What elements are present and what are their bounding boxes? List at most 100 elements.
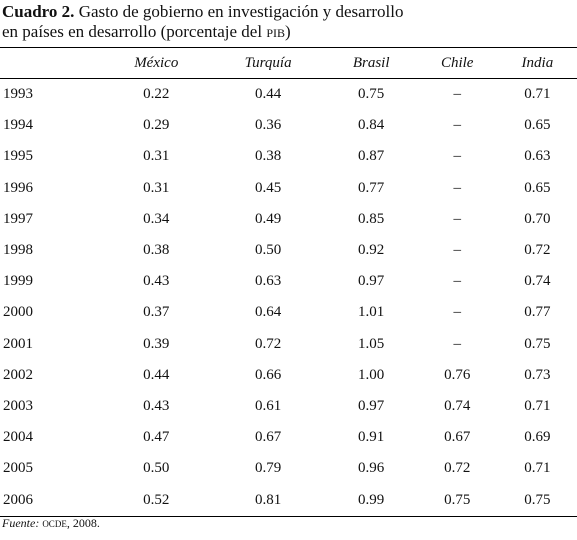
title-label: Cuadro 2.: [2, 2, 75, 21]
value-cell: 1.05: [358, 335, 385, 352]
source-label: Fuente:: [2, 516, 40, 530]
year-cell: 2001: [3, 335, 33, 352]
value-cell: 0.74: [444, 397, 471, 414]
value-cell: 0.97: [358, 397, 385, 414]
value-cell: –: [453, 117, 461, 134]
year-cell: 1995: [3, 148, 33, 165]
value-cell: 0.84: [358, 117, 385, 134]
value-cell: –: [453, 273, 461, 290]
header-row: México Turquía Brasil Chile India: [0, 47, 577, 79]
value-cell: 0.65: [524, 117, 551, 134]
value-cell: 1.00: [358, 366, 385, 383]
value-cell: 0.72: [444, 460, 471, 477]
year-cell: 1997: [3, 210, 33, 227]
year-cell: 1999: [3, 273, 33, 290]
value-cell: 0.75: [416, 484, 498, 517]
year-cell: 1993: [3, 86, 33, 103]
table-body: 1993 0.22 0.44 0.75 – 0.71 1994 0.29 0.36 0.84 – 0.…: [0, 79, 577, 517]
year-cell: 2003: [3, 397, 33, 414]
title-close: ): [285, 22, 291, 41]
value-cell: 0.63: [254, 273, 282, 290]
year-cell: 1994: [3, 117, 33, 134]
year-cell: 2000: [3, 304, 33, 321]
table-row: 2002 0.44 0.66 1.00 0.76 0.73: [0, 360, 577, 391]
year-cell: 2006: [0, 484, 102, 517]
value-cell: 0.38: [143, 242, 170, 259]
value-cell: 0.71: [524, 86, 551, 103]
value-cell: 0.79: [254, 460, 282, 477]
value-cell: 0.71: [524, 460, 551, 477]
value-cell: 0.64: [254, 304, 282, 321]
value-cell: –: [453, 242, 461, 259]
table-row: 1994 0.29 0.36 0.84 – 0.65: [0, 110, 577, 141]
year-cell: 2002: [3, 366, 33, 383]
table-row: 2006 0.52 0.81 0.99 0.75 0.75: [0, 484, 577, 517]
value-cell: 0.97: [358, 273, 385, 290]
value-cell: –: [453, 210, 461, 227]
value-cell: –: [453, 86, 461, 103]
value-cell: 0.99: [325, 484, 417, 517]
table-row: 1995 0.31 0.38 0.87 – 0.63: [0, 141, 577, 172]
value-cell: –: [453, 179, 461, 196]
header-cell: Brasil: [325, 47, 417, 79]
table-row: 2001 0.39 0.72 1.05 – 0.75: [0, 329, 577, 360]
source: Fuente: OCDE, 2008.: [2, 516, 100, 531]
value-cell: 0.87: [358, 148, 385, 165]
table-row: 1999 0.43 0.63 0.97 – 0.74: [0, 266, 577, 297]
title-text: en países en desarrollo (porcentaje del: [2, 22, 263, 41]
value-cell: 0.52: [102, 484, 211, 517]
value-cell: 0.66: [254, 366, 282, 383]
value-cell: 0.44: [254, 86, 282, 103]
value-cell: 0.67: [444, 429, 471, 446]
year-cell: 2004: [3, 429, 33, 446]
title: Cuadro 2. Gasto de gobierno en investiga…: [2, 2, 404, 43]
value-cell: 0.37: [143, 304, 170, 321]
header-cell: India: [497, 47, 577, 79]
year-cell: 1998: [3, 242, 33, 259]
value-cell: 0.31: [143, 179, 170, 196]
table-row: 2005 0.50 0.79 0.96 0.72 0.71: [0, 453, 577, 484]
value-cell: 0.34: [143, 210, 170, 227]
value-cell: 0.49: [254, 210, 282, 227]
value-cell: 0.47: [143, 429, 170, 446]
title-abbr: PIB: [266, 26, 286, 40]
value-cell: 0.63: [524, 148, 551, 165]
header-cell: Chile: [416, 47, 498, 79]
table-row: 2003 0.43 0.61 0.97 0.74 0.71: [0, 391, 577, 422]
value-cell: 0.67: [254, 429, 282, 446]
value-cell: 0.70: [524, 210, 551, 227]
value-cell: –: [453, 148, 461, 165]
data-table: México Turquía Brasil Chile India 1993 0.22 0.…: [0, 47, 577, 517]
value-cell: 0.81: [210, 484, 326, 517]
value-cell: 0.69: [524, 429, 551, 446]
value-cell: –: [453, 335, 461, 352]
table-row: 2000 0.37 0.64 1.01 – 0.77: [0, 297, 577, 328]
value-cell: 0.72: [254, 335, 282, 352]
source-rest: , 2008.: [66, 516, 100, 530]
value-cell: 0.22: [143, 86, 170, 103]
table-row: 1998 0.38 0.50 0.92 – 0.72: [0, 235, 577, 266]
value-cell: 0.50: [143, 460, 170, 477]
value-cell: 0.65: [524, 179, 551, 196]
value-cell: 0.38: [254, 148, 282, 165]
table-header: México Turquía Brasil Chile India: [0, 47, 577, 79]
value-cell: 0.44: [143, 366, 170, 383]
table-row: 2004 0.47 0.67 0.91 0.67 0.69: [0, 422, 577, 453]
value-cell: 0.77: [524, 304, 551, 321]
value-cell: 0.73: [524, 366, 551, 383]
value-cell: 0.96: [358, 460, 385, 477]
value-cell: 0.75: [358, 86, 385, 103]
year-cell: 1996: [3, 179, 33, 196]
table-row: 1993 0.22 0.44 0.75 – 0.71: [0, 79, 577, 111]
header-cell: [0, 47, 102, 79]
value-cell: 0.92: [358, 242, 385, 259]
value-cell: 0.75: [497, 484, 577, 517]
table-row: 1996 0.31 0.45 0.77 – 0.65: [0, 173, 577, 204]
value-cell: 1.01: [358, 304, 385, 321]
value-cell: 0.29: [143, 117, 170, 134]
value-cell: 0.77: [358, 179, 385, 196]
table-row: 1997 0.34 0.49 0.85 – 0.70: [0, 204, 577, 235]
value-cell: 0.75: [524, 335, 551, 352]
